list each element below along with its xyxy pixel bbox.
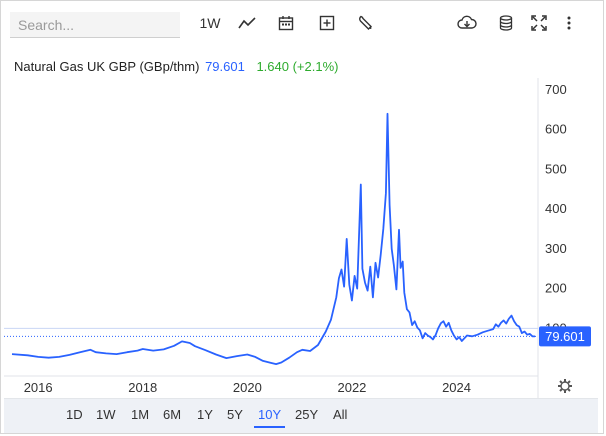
interval-label: 1W <box>199 15 221 31</box>
more-vertical-icon <box>567 16 571 30</box>
search-input[interactable] <box>10 12 180 38</box>
date-range-button[interactable] <box>274 10 298 36</box>
range-5y-button[interactable]: 5Y <box>227 407 243 422</box>
series-line <box>11 112 536 366</box>
price-tag-label: 79.601 <box>545 329 585 344</box>
cloud-download-icon <box>457 15 477 29</box>
y-tick-label: 200 <box>545 281 567 296</box>
database-icon <box>499 15 513 31</box>
range-1d-button[interactable]: 1D <box>66 407 83 422</box>
y-tick-label: 600 <box>545 122 567 137</box>
gear-icon <box>560 381 570 391</box>
y-tick-label: 300 <box>545 241 567 256</box>
interval-button[interactable]: 1W <box>197 10 223 36</box>
y-tick-label: 700 <box>545 82 567 97</box>
chart-settings-button[interactable] <box>558 379 572 393</box>
x-tick-label: 2018 <box>128 380 157 395</box>
fullscreen-button[interactable] <box>528 10 550 36</box>
indicators-button[interactable] <box>354 10 378 36</box>
line-chart-icon <box>238 17 256 29</box>
range-6m-button[interactable]: 6M <box>163 407 182 422</box>
x-tick-label: 2020 <box>233 380 262 395</box>
last-price: 79.601 <box>205 59 245 74</box>
price-tag <box>539 326 591 347</box>
range-25y-button[interactable]: 25Y <box>295 407 319 422</box>
chart-type-button[interactable] <box>235 10 259 36</box>
quote-header: Natural Gas UK GBP (GBp/thm) 79.601 1.64… <box>14 59 338 74</box>
more-options-button[interactable] <box>560 10 578 36</box>
price-change: 1.640 (+2.1%) <box>256 59 339 74</box>
plus-box-icon <box>319 15 335 31</box>
range-10y-button[interactable]: 10Y <box>254 407 286 428</box>
add-comparison-button[interactable] <box>315 10 339 36</box>
data-table-button[interactable] <box>495 10 517 36</box>
instrument-name: Natural Gas UK GBP (GBp/thm) <box>14 59 200 74</box>
toolbar: 1W <box>0 0 606 44</box>
range-1m-button[interactable]: 1M <box>131 407 150 422</box>
download-button[interactable] <box>455 10 479 36</box>
range-all-button[interactable]: All <box>333 407 348 422</box>
calendar-icon <box>278 16 294 31</box>
y-tick-label: 400 <box>545 201 567 216</box>
x-tick-label: 2022 <box>337 380 366 395</box>
x-tick-label: 2024 <box>442 380 471 395</box>
price-chart[interactable]: 100200300400500600700 201620182020202220… <box>0 0 606 400</box>
range-1w-button[interactable]: 1W <box>96 407 116 422</box>
range-selector: 1D 1W 1M 6M 1Y 5Y 10Y 25Y All <box>4 398 598 433</box>
wrench-icon <box>359 15 372 30</box>
x-tick-label: 2016 <box>24 380 53 395</box>
expand-icon <box>531 15 547 31</box>
y-tick-label: 500 <box>545 161 567 176</box>
range-1y-button[interactable]: 1Y <box>197 407 213 422</box>
